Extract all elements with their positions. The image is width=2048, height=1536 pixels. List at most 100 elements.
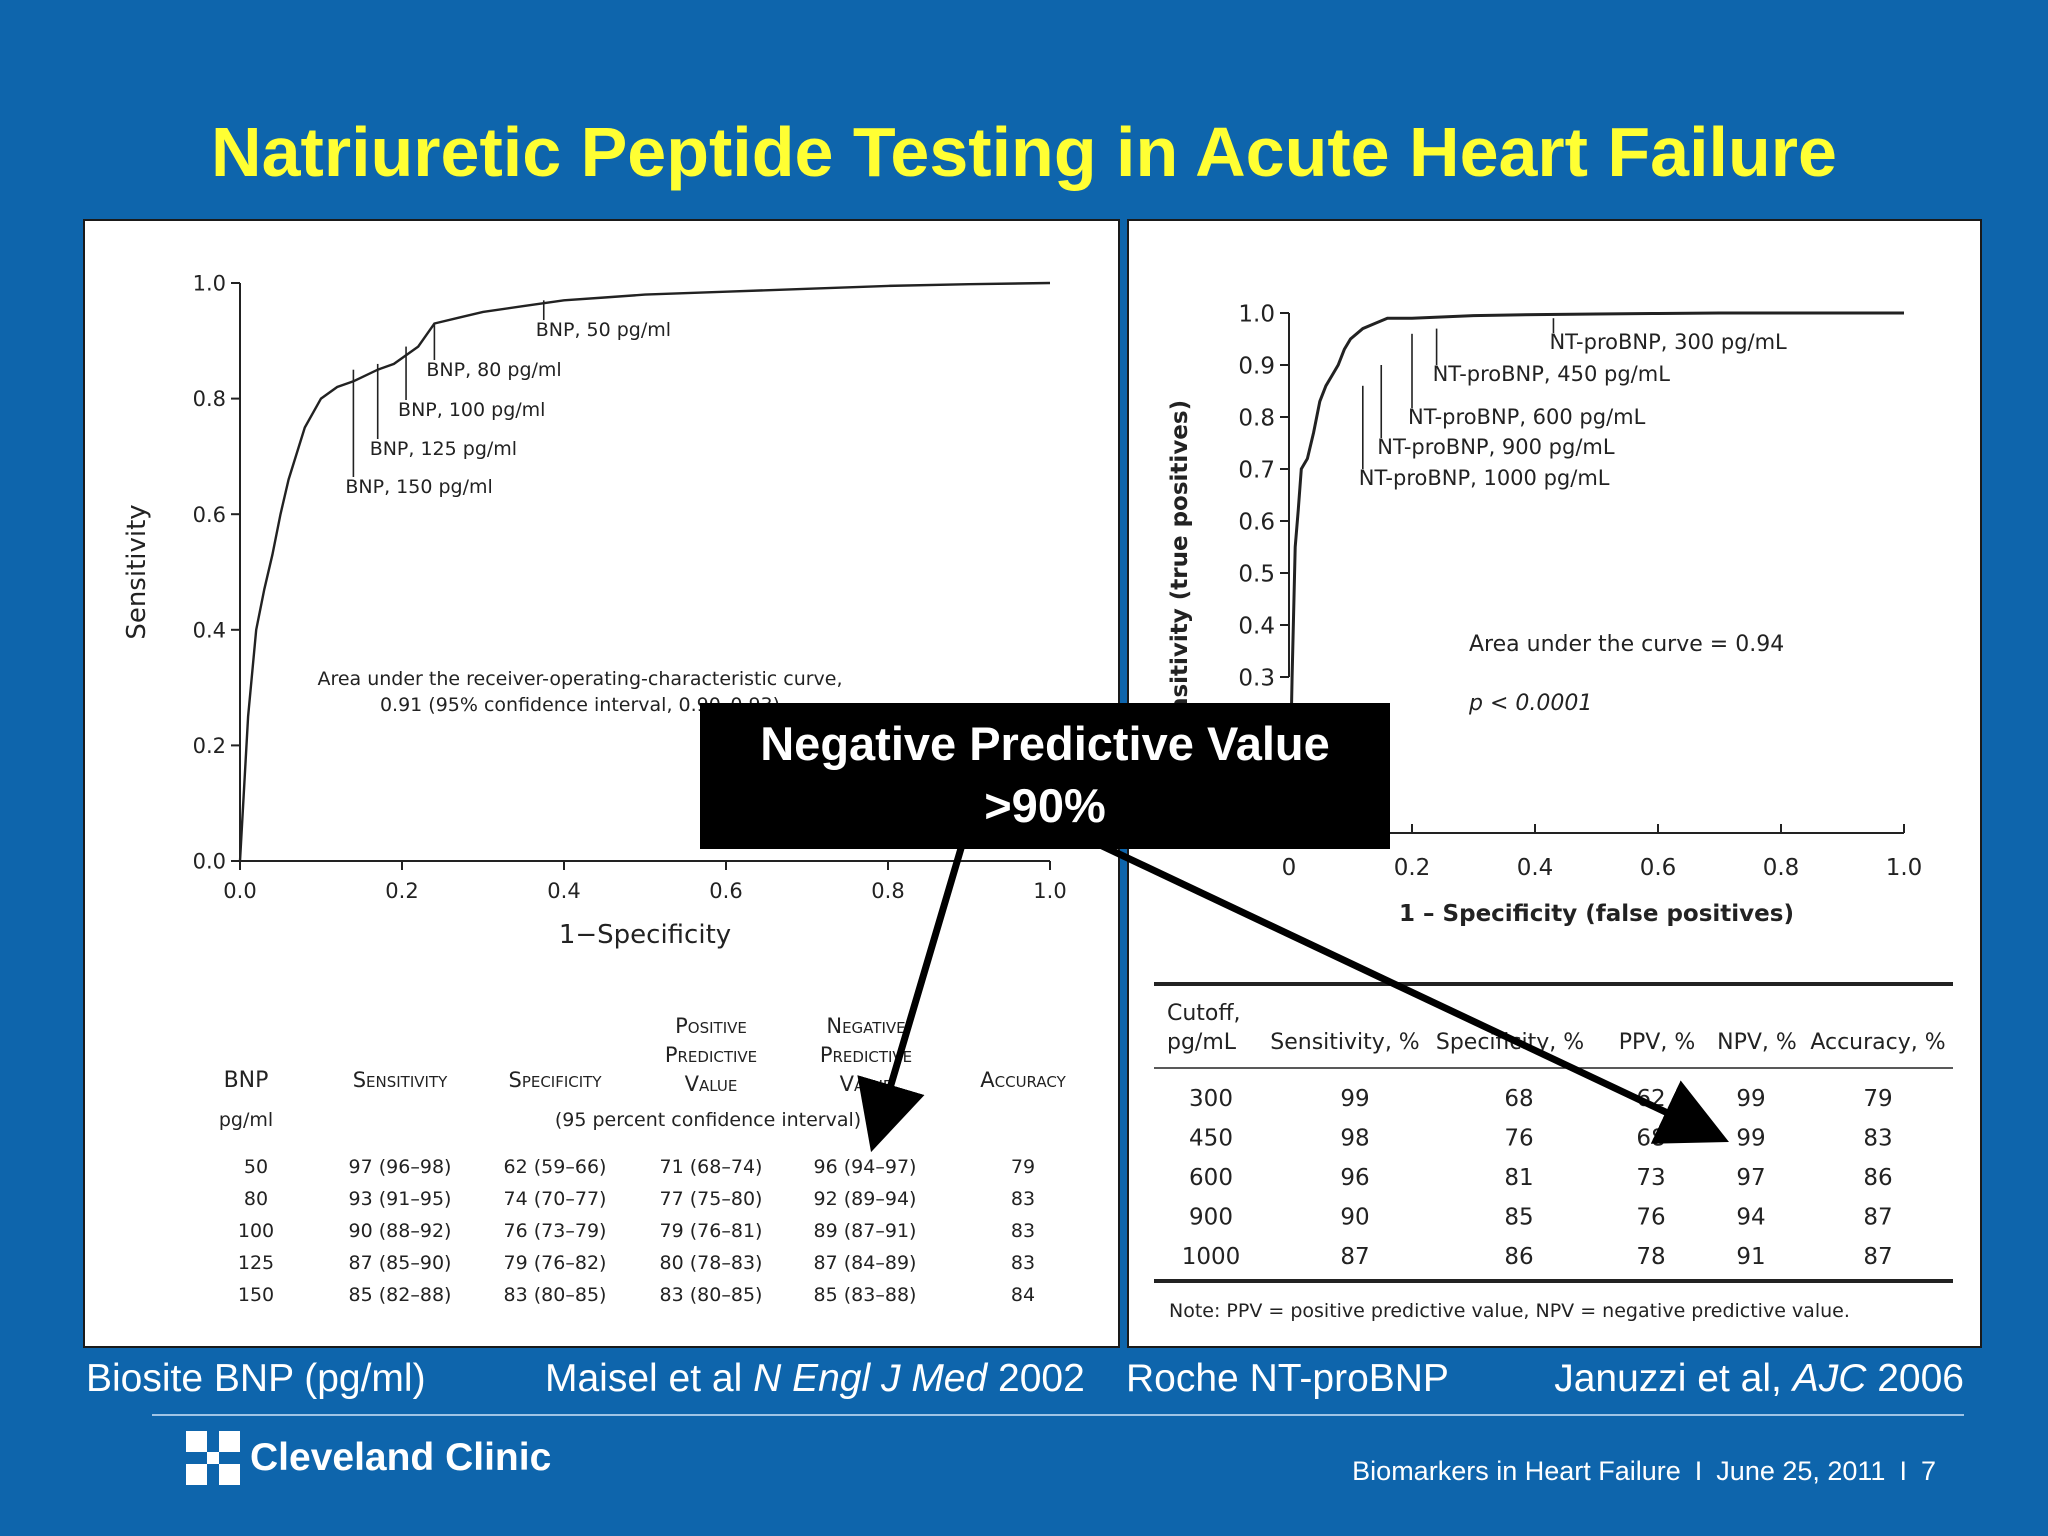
slide-title: Natriuretic Peptide Testing in Acute Hea… — [211, 113, 1837, 191]
citation-year: 2006 — [1866, 1357, 1964, 1400]
table-cell: 87 — [1340, 1244, 1369, 1270]
x-tick-label: 0.4 — [547, 879, 580, 903]
table-cell: 62 — [1636, 1086, 1665, 1112]
table-cell: 300 — [1189, 1086, 1233, 1112]
table-cell: 99 — [1736, 1086, 1765, 1112]
table-cell: 96 (94–97) — [814, 1156, 917, 1178]
caption-right-product: Roche NT-proBNP — [1126, 1357, 1449, 1400]
table-cell: 79 (76–81) — [660, 1220, 763, 1242]
y-tick-label: 0.6 — [1238, 509, 1275, 535]
footer-separator: I — [1899, 1456, 1907, 1486]
table-cell: 80 — [244, 1188, 268, 1210]
cleveland-clinic-logo: Cleveland Clinic — [186, 1430, 551, 1486]
table-cell: 85 (83–88) — [814, 1284, 917, 1306]
table-cell: 78 — [1636, 1244, 1665, 1270]
table-cell: 83 (80–85) — [660, 1284, 763, 1306]
y-tick-label: 1.0 — [1238, 301, 1275, 327]
table-cell: 1000 — [1182, 1244, 1241, 1270]
citation-authors: Maisel et al — [545, 1357, 754, 1400]
table-header-cell: Accuracy — [980, 1068, 1066, 1092]
y-tick-label: 1.0 — [193, 272, 226, 296]
table-cell: 79 — [1863, 1086, 1892, 1112]
table-cell: 85 — [1504, 1205, 1533, 1231]
citation-year: 2002 — [987, 1357, 1085, 1400]
table-cell: 74 (70–77) — [504, 1188, 607, 1210]
table-cell: 600 — [1189, 1165, 1233, 1191]
y-tick-label: 0.6 — [193, 503, 226, 527]
table-cell: 96 — [1340, 1165, 1369, 1191]
table-cell: 91 — [1736, 1244, 1765, 1270]
table-cell: 100 — [238, 1220, 274, 1242]
table-header-cell: Specificity, % — [1436, 1030, 1584, 1055]
table-header-cell: Predictive — [665, 1043, 757, 1067]
table-header-cell: BNP — [224, 1068, 269, 1093]
table-footnote: Note: PPV = positive predictive value, N… — [1169, 1300, 1850, 1322]
table-cell: 87 — [1863, 1205, 1892, 1231]
footer-separator: I — [1694, 1456, 1703, 1486]
p-value-note: p < 0.0001 — [1468, 691, 1592, 716]
table-header-cell: Value — [685, 1072, 738, 1096]
table-cell: 87 — [1863, 1244, 1892, 1270]
footer-divider — [152, 1414, 1964, 1416]
y-axis-label: Sensitivity (true positives) — [1167, 400, 1193, 746]
table-cell: 86 — [1863, 1165, 1892, 1191]
x-tick-label: 0.4 — [1517, 855, 1554, 881]
y-tick-label: 0.7 — [1238, 457, 1275, 483]
y-tick-label: 0.2 — [193, 734, 226, 758]
auc-note: Area under the curve = 0.94 — [1469, 632, 1784, 657]
table-cell: 71 (68–74) — [660, 1156, 763, 1178]
table-header-cell: Specificity — [508, 1068, 602, 1092]
table-cell: 62 (59–66) — [504, 1156, 607, 1178]
table-cell: 81 — [1504, 1165, 1533, 1191]
table-cell: 76 — [1636, 1205, 1665, 1231]
table-cell: 50 — [244, 1156, 268, 1178]
x-tick-label: 1.0 — [1886, 855, 1923, 881]
table-cell: 125 — [238, 1252, 274, 1274]
x-axis-label: 1 – Specificity (false positives) — [1399, 901, 1794, 927]
callout-line-2: >90% — [984, 779, 1106, 832]
cutoff-annotation-label: BNP, 125 pg/ml — [370, 438, 517, 460]
caption-left-product: Biosite BNP (pg/ml) — [86, 1357, 426, 1400]
caption-left-citation: Maisel et al N Engl J Med 2002 — [545, 1357, 1085, 1401]
table-cell: 90 — [1340, 1205, 1369, 1231]
cutoff-annotation-label: BNP, 80 pg/ml — [426, 359, 561, 381]
roc-curve-line — [1287, 311, 1904, 834]
npv-callout-box: Negative Predictive Value >90% — [700, 703, 1390, 849]
logo-text: Cleveland Clinic — [250, 1436, 552, 1479]
footer-topic: Biomarkers in Heart Failure — [1352, 1456, 1681, 1486]
slide-footer: Biomarkers in Heart Failure I June 25, 201… — [1352, 1456, 1936, 1487]
table-header-cell: Sensitivity, % — [1270, 1030, 1419, 1055]
y-tick-label: 0.5 — [1238, 561, 1275, 587]
x-tick-label: 0.8 — [1763, 855, 1800, 881]
x-tick-label: 0.8 — [871, 879, 904, 903]
table-header-cell: Value — [840, 1072, 893, 1096]
auc-note: Area under the receiver-operating-charac… — [317, 668, 842, 690]
table-cell: 76 — [1504, 1126, 1533, 1152]
table-header-cell: Cutoff, — [1167, 1001, 1241, 1026]
table-subheader-cell: (95 percent confidence interval) — [555, 1109, 861, 1131]
table-cell: 86 — [1504, 1244, 1533, 1270]
y-tick-label: 0.3 — [1238, 665, 1275, 691]
table-cell: 83 — [1011, 1252, 1035, 1274]
footer-page-number: 7 — [1920, 1456, 1936, 1486]
table-cell: 94 — [1736, 1205, 1765, 1231]
table-cell: 90 (88–92) — [349, 1220, 452, 1242]
table-cell: 68 — [1504, 1086, 1533, 1112]
table-cell: 900 — [1189, 1205, 1233, 1231]
table-cell: 450 — [1189, 1126, 1233, 1152]
table-subheader-cell: pg/ml — [219, 1109, 273, 1131]
auc-note: 0.91 (95% confidence interval, 0.90–0.93… — [380, 694, 780, 716]
table-cell: 89 (87–91) — [814, 1220, 917, 1242]
cutoff-annotation-label: NT-proBNP, 600 pg/mL — [1408, 405, 1646, 429]
x-axis-label: 1−Specificity — [559, 920, 731, 950]
y-tick-label: 0.4 — [193, 618, 226, 642]
table-cell: 97 (96–98) — [349, 1156, 452, 1178]
table-cell: 87 (84–89) — [814, 1252, 917, 1274]
x-tick-label: 0.2 — [1394, 855, 1431, 881]
table-cell: 73 — [1636, 1165, 1665, 1191]
x-tick-label: 0 — [1282, 855, 1297, 881]
table-header-cell: Predictive — [820, 1043, 912, 1067]
cutoff-annotation-label: BNP, 150 pg/ml — [345, 476, 492, 498]
y-axis-label: Sensitivity — [122, 504, 152, 639]
